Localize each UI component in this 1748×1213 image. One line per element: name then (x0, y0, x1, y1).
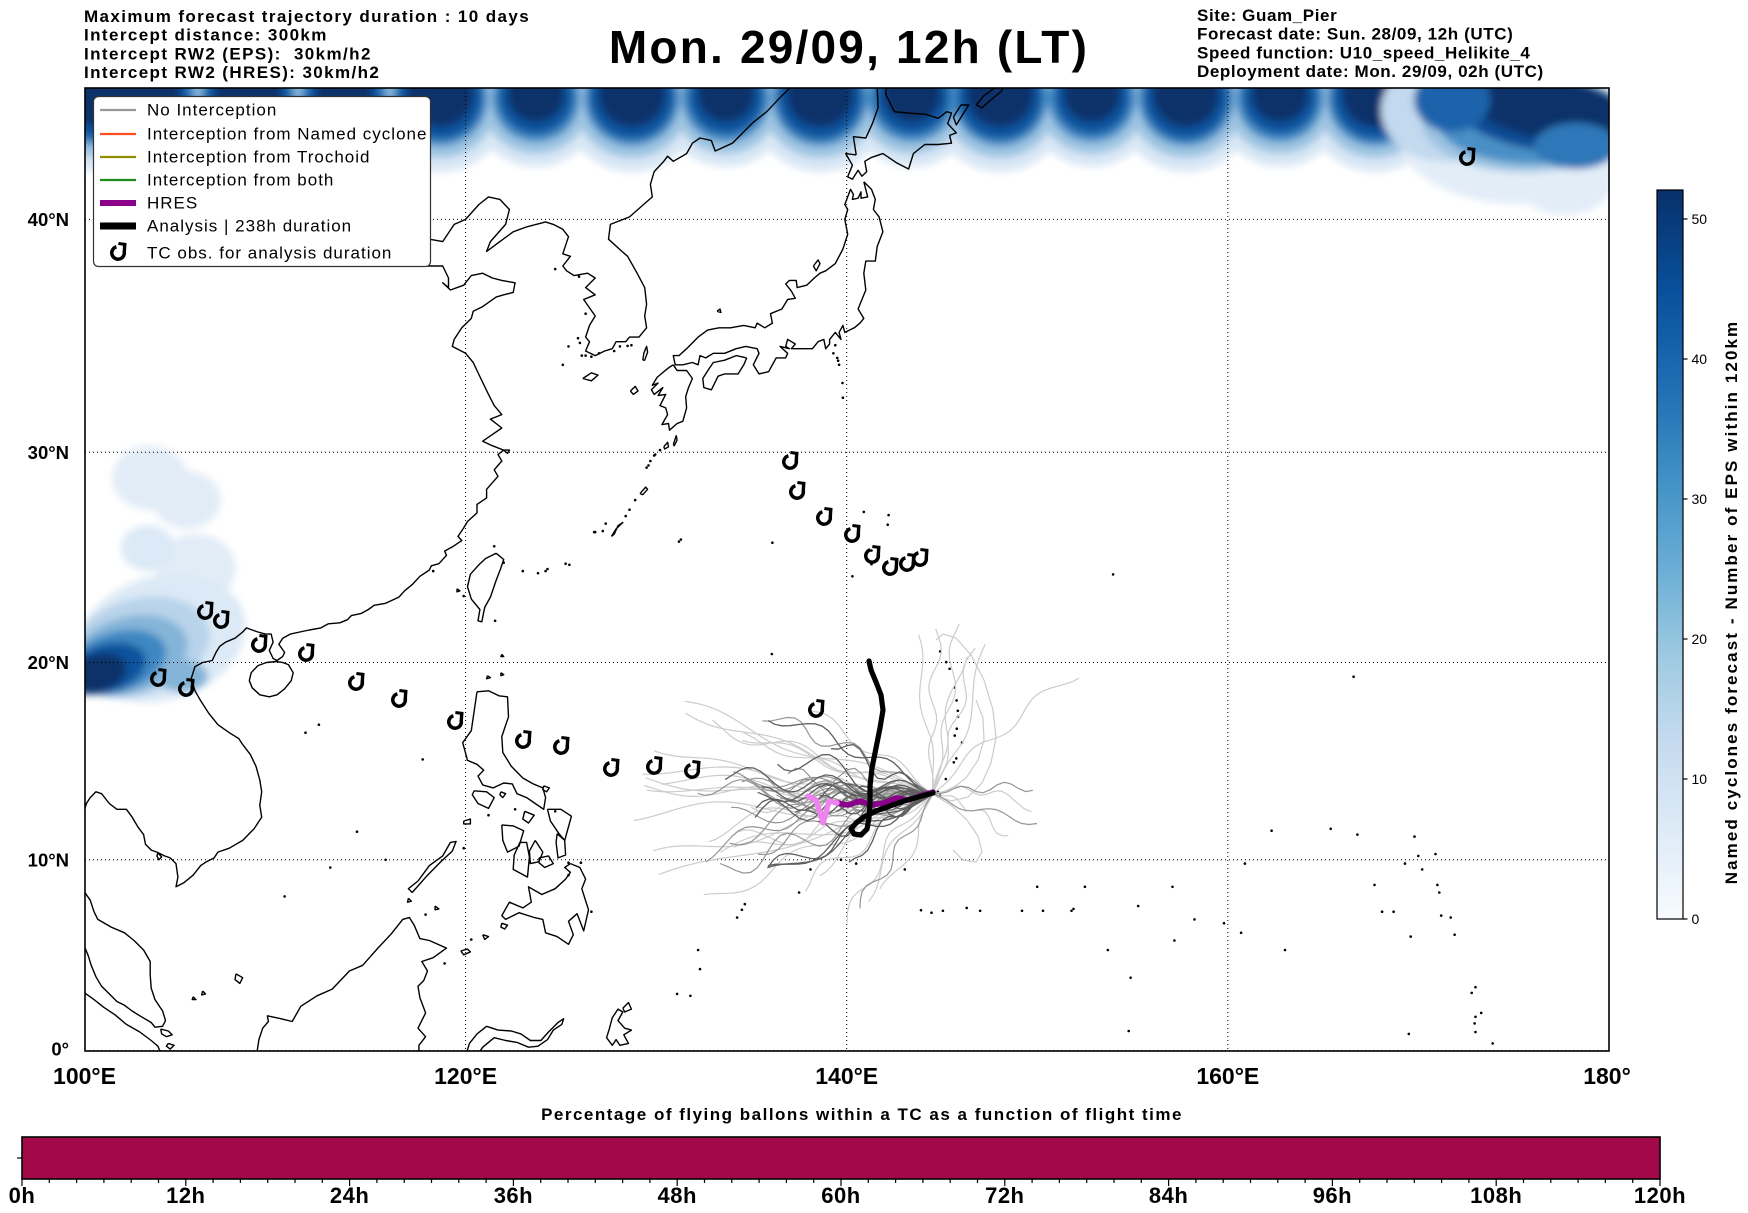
svg-text:84h: 84h (1149, 1183, 1188, 1208)
svg-text:108h: 108h (1470, 1183, 1522, 1208)
svg-text:120°E: 120°E (434, 1063, 497, 1089)
svg-text:180°: 180° (1583, 1063, 1631, 1089)
svg-text:Maximum forecast trajectory du: Maximum forecast trajectory duration : 1… (84, 7, 530, 26)
svg-text:0h: 0h (9, 1183, 36, 1208)
svg-text:72h: 72h (985, 1183, 1024, 1208)
svg-text:TC obs. for analysis duration: TC obs. for analysis duration (147, 244, 392, 263)
svg-text:0°: 0° (51, 1039, 69, 1060)
svg-text:10°N: 10°N (28, 849, 69, 870)
svg-text:60h: 60h (821, 1183, 860, 1208)
svg-text:Speed function: U10_speed_Heli: Speed function: U10_speed_Helikite_4 (1197, 43, 1530, 62)
svg-text:Percentage of flying ballons w: Percentage of flying ballons within a TC… (541, 1105, 1183, 1124)
svg-text:20°N: 20°N (28, 652, 69, 673)
svg-text:0: 0 (1692, 911, 1700, 927)
svg-text:40°N: 40°N (28, 209, 69, 230)
svg-text:Intercept distance: 300km: Intercept distance: 300km (84, 26, 328, 45)
svg-text:40: 40 (1692, 351, 1708, 367)
svg-text:No Interception: No Interception (147, 101, 277, 120)
svg-text:Intercept RW2 (EPS): 30km/h2: Intercept RW2 (EPS): 30km/h2 (84, 44, 372, 63)
svg-text:96h: 96h (1313, 1183, 1352, 1208)
svg-text:30°N: 30°N (28, 442, 69, 463)
svg-text:36h: 36h (494, 1183, 533, 1208)
svg-text:Interception from Trochoid: Interception from Trochoid (147, 148, 370, 167)
svg-text:30: 30 (1692, 491, 1708, 507)
svg-text:Interception from Named cyclon: Interception from Named cyclone (147, 125, 427, 144)
svg-text:48h: 48h (657, 1183, 696, 1208)
svg-text:Interception from both: Interception from both (147, 171, 334, 190)
svg-text:Mon. 29/09, 12h (LT): Mon. 29/09, 12h (LT) (609, 21, 1089, 73)
svg-text:10: 10 (1692, 771, 1708, 787)
svg-text:24h: 24h (330, 1183, 369, 1208)
svg-text:140°E: 140°E (815, 1063, 878, 1089)
svg-text:Analysis | 238h duration: Analysis | 238h duration (147, 217, 352, 236)
svg-text:Named cyclones forecast - Numb: Named cyclones forecast - Number of EPS … (1722, 320, 1741, 885)
svg-text:160°E: 160°E (1196, 1063, 1259, 1089)
svg-text:Forecast date: Sun. 28/09, 12h: Forecast date: Sun. 28/09, 12h (UTC) (1197, 25, 1513, 44)
svg-text:Deployment date: Mon. 29/09, 0: Deployment date: Mon. 29/09, 02h (UTC) (1197, 62, 1544, 81)
svg-text:50: 50 (1692, 211, 1708, 227)
svg-text:Site: Guam_Pier: Site: Guam_Pier (1197, 6, 1337, 25)
svg-text:Intercept RW2 (HRES): 30km/h2: Intercept RW2 (HRES): 30km/h2 (84, 63, 380, 82)
svg-text:20: 20 (1692, 631, 1708, 647)
svg-text:HRES: HRES (147, 194, 198, 213)
svg-text:100°E: 100°E (53, 1063, 116, 1089)
svg-text:120h: 120h (1634, 1183, 1686, 1208)
svg-text:12h: 12h (166, 1183, 205, 1208)
